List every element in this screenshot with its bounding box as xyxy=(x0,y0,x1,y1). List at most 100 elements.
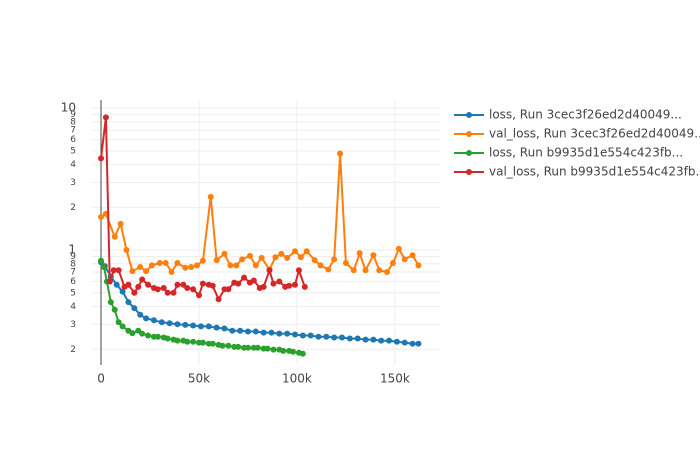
data-point xyxy=(213,324,220,331)
data-point xyxy=(339,334,346,341)
data-point xyxy=(125,299,132,306)
legend-label: val_loss, Run b9935d1e554c423fb... xyxy=(489,165,700,179)
y-tick-label: 7 xyxy=(70,268,76,278)
data-point xyxy=(384,269,391,276)
series-line xyxy=(100,261,419,345)
data-point xyxy=(286,282,293,289)
data-point xyxy=(139,276,146,283)
data-point xyxy=(246,252,253,259)
data-point xyxy=(110,267,117,274)
data-point xyxy=(235,280,242,287)
data-point xyxy=(143,315,150,322)
x-tick-label: 50k xyxy=(188,372,210,386)
data-point xyxy=(111,306,118,313)
data-point xyxy=(199,280,206,287)
data-point xyxy=(260,329,267,336)
x-tick-label: 100k xyxy=(282,372,312,386)
y-tick-label: 8 xyxy=(70,117,76,127)
data-point xyxy=(292,331,298,338)
data-point xyxy=(98,213,105,220)
y-tick-label: 2 xyxy=(70,345,76,355)
data-point xyxy=(215,296,222,303)
data-point xyxy=(207,193,214,200)
data-point xyxy=(370,336,377,343)
data-point xyxy=(401,256,408,263)
data-point xyxy=(100,263,107,270)
data-point xyxy=(205,323,212,330)
data-point xyxy=(284,254,291,261)
data-point xyxy=(148,262,155,269)
y-tick-label: 4 xyxy=(70,302,76,312)
data-point xyxy=(117,220,124,227)
data-point xyxy=(290,348,297,355)
data-point xyxy=(199,339,206,346)
data-point xyxy=(295,267,302,274)
data-point xyxy=(297,254,304,261)
data-point xyxy=(162,260,169,267)
data-point xyxy=(174,337,181,344)
data-point xyxy=(160,285,167,292)
data-point xyxy=(150,317,157,324)
data-point xyxy=(221,325,228,332)
data-point xyxy=(323,333,330,340)
data-point xyxy=(229,327,236,334)
data-point xyxy=(195,292,202,299)
legend-label: loss, Run b9935d1e554c423fb... xyxy=(489,146,683,160)
legend-label: loss, Run 3cec3f26ed2d40049... xyxy=(489,108,682,122)
data-point xyxy=(107,299,114,306)
legend-marker xyxy=(466,112,472,118)
legend-label: val_loss, Run 3cec3f26ed2d40049... xyxy=(489,127,700,141)
data-point xyxy=(254,344,261,351)
data-point xyxy=(311,257,318,264)
data-point xyxy=(284,330,291,337)
data-point xyxy=(115,267,122,274)
data-point xyxy=(252,328,259,335)
data-point xyxy=(409,252,416,259)
y-tick-label: 6 xyxy=(70,277,76,287)
data-point xyxy=(209,340,216,347)
data-point xyxy=(164,335,171,342)
data-point xyxy=(393,338,400,345)
data-point xyxy=(170,289,177,296)
data-point xyxy=(264,345,271,352)
data-point xyxy=(342,260,349,267)
data-point xyxy=(182,264,189,271)
data-point xyxy=(276,278,283,285)
data-point xyxy=(182,321,189,328)
data-point xyxy=(174,321,181,328)
data-point xyxy=(199,257,206,264)
data-point xyxy=(98,257,105,264)
data-point xyxy=(315,333,322,340)
data-point xyxy=(270,280,277,287)
y-tick-label: 2 xyxy=(70,203,76,213)
data-point xyxy=(119,288,126,295)
data-point xyxy=(158,319,165,326)
data-point xyxy=(331,256,338,263)
data-point xyxy=(303,248,310,255)
data-point xyxy=(292,248,298,255)
x-tick-label: 0 xyxy=(97,372,105,386)
y-tick-label: 6 xyxy=(70,135,76,145)
data-point xyxy=(370,252,377,259)
legend-marker xyxy=(466,169,472,175)
y-tick-label: 9 xyxy=(70,252,76,262)
data-point xyxy=(137,311,144,318)
y-tick-label: 9 xyxy=(70,110,76,120)
data-point xyxy=(168,269,175,276)
data-point xyxy=(111,233,118,240)
data-point xyxy=(235,343,242,350)
data-point xyxy=(102,114,109,121)
data-point xyxy=(395,245,402,252)
data-point xyxy=(415,262,422,269)
data-point xyxy=(131,289,138,296)
data-point xyxy=(301,283,308,290)
y-tick-label: 8 xyxy=(70,259,76,269)
data-point xyxy=(154,333,161,340)
data-point xyxy=(331,334,338,341)
data-point xyxy=(241,274,248,281)
data-point xyxy=(225,342,232,349)
data-point xyxy=(98,155,105,162)
data-point xyxy=(115,319,122,326)
y-tick-label: 10 xyxy=(61,101,76,115)
